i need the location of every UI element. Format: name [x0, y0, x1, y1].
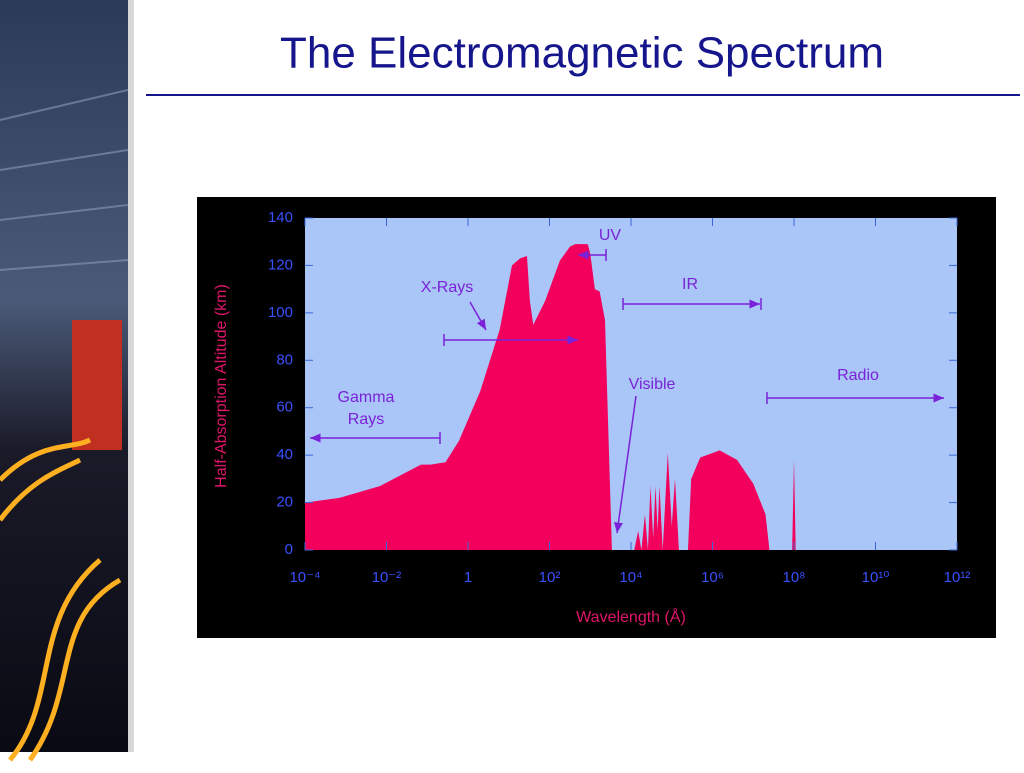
light-trails	[0, 437, 122, 762]
x-tick-label: 10⁸	[782, 569, 805, 586]
slide-title: The Electromagnetic Spectrum	[280, 29, 884, 78]
x-tick-label: 10¹²	[944, 569, 971, 586]
x-tick-label: 10⁶	[701, 569, 724, 586]
photo-shadow	[128, 0, 134, 752]
x-tick-label: 10⁴	[619, 569, 642, 586]
y-tick-label: 80	[276, 351, 293, 368]
x-tick-label: 10²	[539, 569, 561, 586]
area	[305, 244, 796, 551]
annotation: Radio	[837, 367, 879, 384]
arrow	[469, 301, 487, 331]
dome	[72, 320, 122, 450]
annotation: X-Rays	[421, 279, 473, 296]
annotation: Visible	[629, 376, 676, 393]
x-axis-label: Wavelength (Å)	[576, 607, 686, 626]
star-trails	[0, 89, 129, 271]
y-tick-label: 140	[268, 209, 293, 226]
annotations: Gamma Rays X-Rays UV IR Visible Radio	[310, 227, 944, 534]
annotation: UV	[599, 227, 622, 244]
y-tick-label: 40	[276, 446, 293, 463]
y-tick-label: 100	[268, 304, 293, 321]
arrow	[613, 395, 637, 534]
x-tick-label: 1	[464, 569, 472, 586]
annotation: Rays	[348, 411, 384, 428]
y-axis-label: Half-Absorption Altitude (km)	[213, 284, 230, 488]
y-tick-label: 20	[276, 494, 293, 511]
x-tick-label: 10⁻⁴	[289, 569, 320, 586]
chart: 0 20 40 60 80 100 120 140 10⁻⁴ 10⁻² 1 10² 10⁴ 10⁶ 10⁸ 1…	[213, 209, 970, 626]
x-tick-label: 10⁻²	[372, 569, 402, 586]
y-tick-label: 0	[285, 541, 293, 558]
y-tick-label: 120	[268, 256, 293, 273]
annotation: Gamma	[338, 389, 395, 406]
y-tick-label: 60	[276, 399, 293, 416]
annotation: IR	[682, 276, 698, 293]
x-tick-label: 10¹⁰	[862, 569, 890, 586]
